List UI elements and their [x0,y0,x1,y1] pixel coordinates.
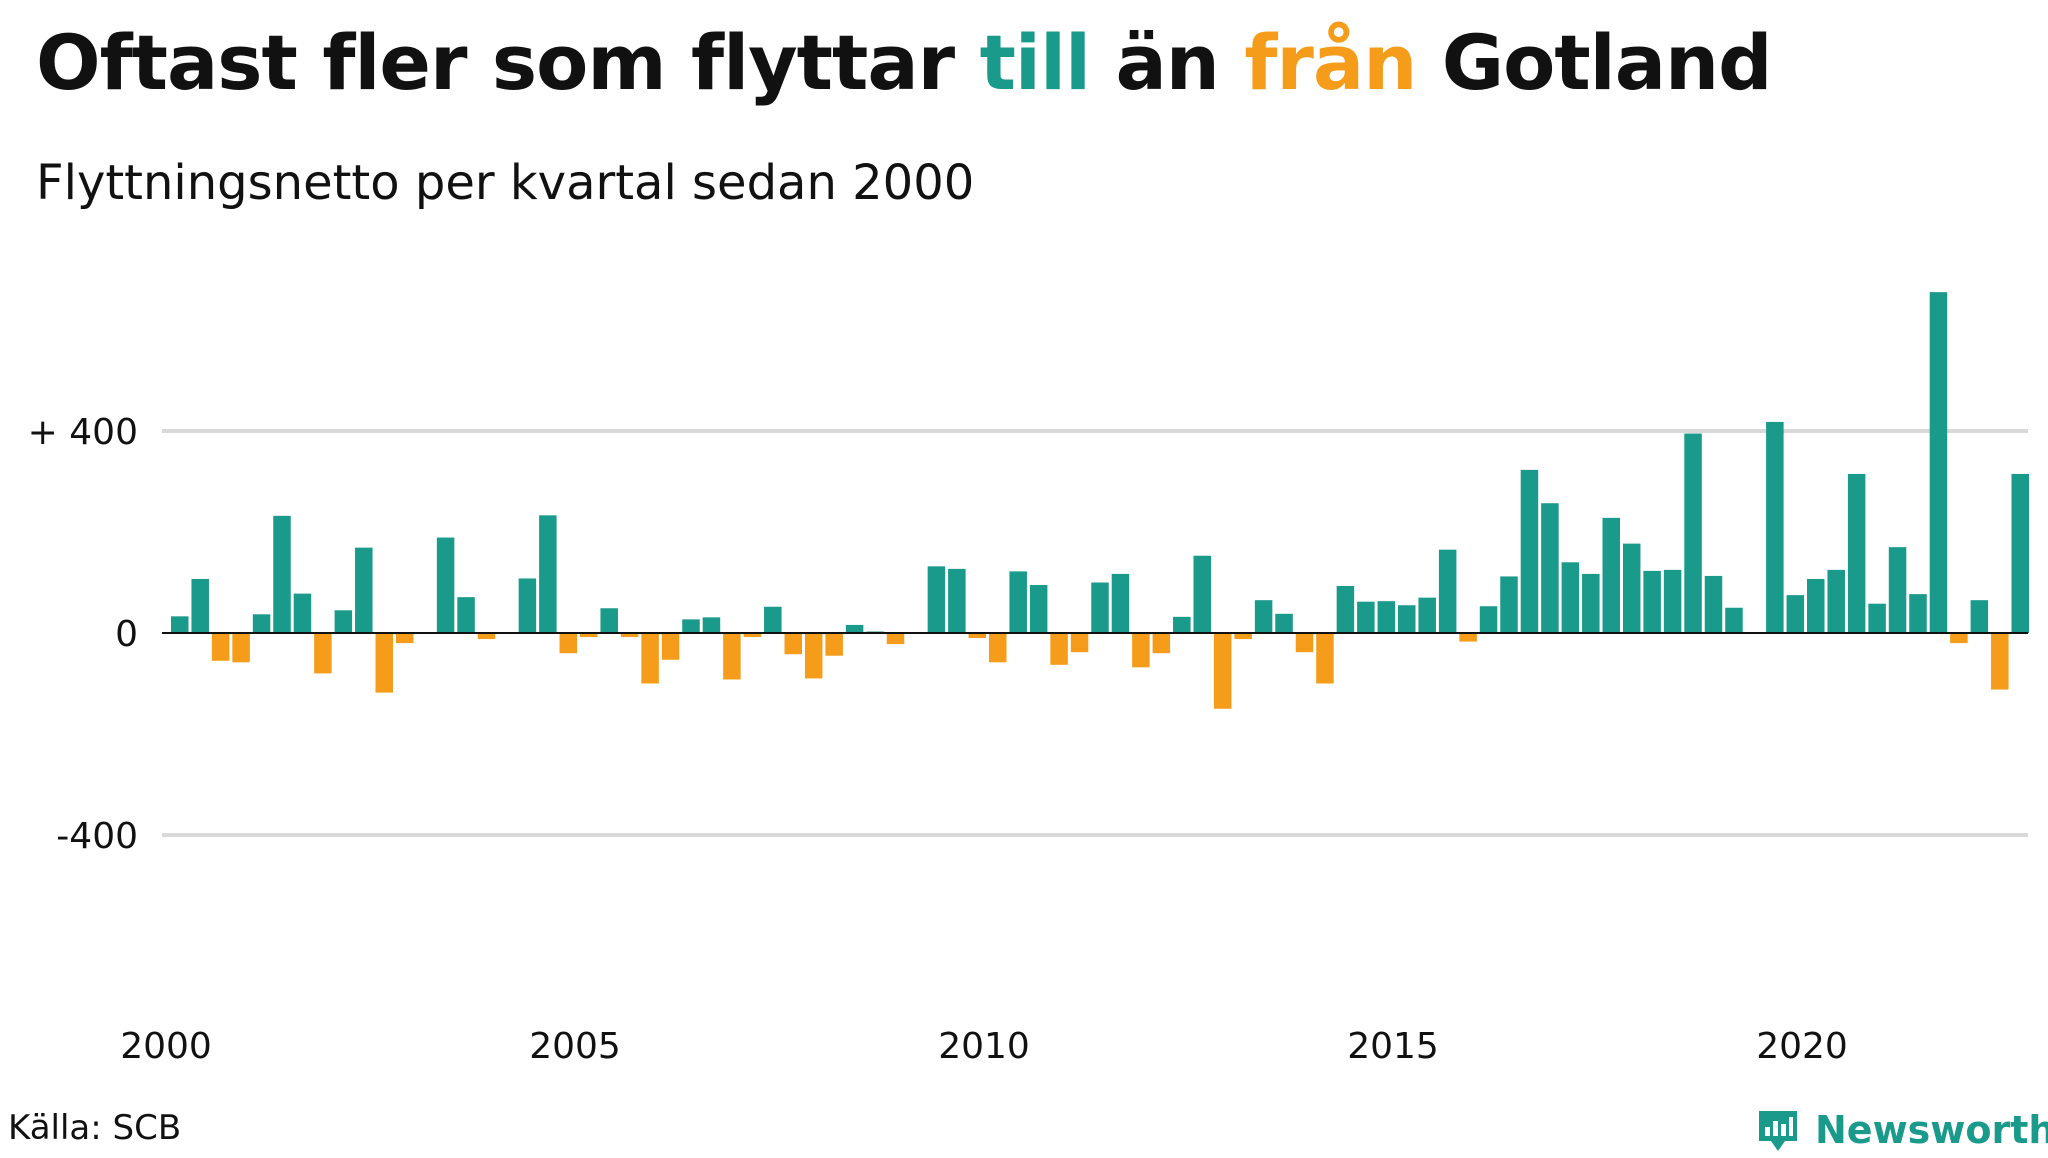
bar: 2006K3: 31 [703,617,721,633]
brand-name: Newsworthy [1815,1108,2048,1152]
y-tick-label: -400 [56,816,138,857]
bar: 2014K2: 93 [1337,586,1355,633]
bar: 2006K2: 27 [682,619,700,633]
bar: 2020K4: 58 [1868,604,1886,633]
bar: 2020K2: 125 [1827,570,1845,633]
bar: 2018K1: 123 [1643,571,1661,633]
bar: 2002K4: -20 [396,633,414,643]
bar: 2022K2: -112 [1991,633,2009,690]
bar: 2003K3: 71 [457,597,475,633]
bar: 2001K4: -80 [314,633,332,673]
bar: 2004K4: -40 [560,633,578,653]
bar: 2002K2: 169 [355,548,373,633]
y-tick-label: 0 [115,614,138,655]
bar: 2014K1: -100 [1316,633,1334,684]
x-axis-ticks: 2000 2005 2010 2015 2020 [120,1026,1848,1067]
bar: 2008K4: -22 [887,633,905,644]
bar: 2013K2: 65 [1255,600,1273,633]
bar: 2017K4: 177 [1623,544,1641,633]
bar: 2020K3: 315 [1848,474,1866,633]
bar: 2015K1: 55 [1398,605,1416,633]
bar: 2022K1: 65 [1971,600,1989,633]
bar: 2019K1: 50 [1725,608,1743,633]
bars-layer: 2000K1: 332000K2: 1072000K3: -552000K4: … [171,292,2029,709]
bar: 2008K1: -45 [825,633,843,656]
brand-logo: Newsworthy [1755,1102,2048,1158]
bar: 2018K2: 125 [1664,570,1682,633]
bar: 2015K4: -17 [1459,633,1477,642]
bar: 2000K4: -58 [232,633,250,662]
bar: 2001K1: 37 [253,614,270,633]
x-tick-label: 2020 [1756,1026,1848,1067]
bar: 2004K2: 108 [519,578,537,633]
bar: 2015K3: 165 [1439,550,1457,633]
bar: 2018K4: 113 [1705,576,1723,633]
bar: 2008K2: 16 [846,625,864,633]
bar: 2017K3: 228 [1603,518,1621,633]
bar: 2007K2: 52 [764,607,782,633]
bar: 2017K1: 140 [1562,562,1580,633]
bar: 2010K4: -63 [1050,633,1068,665]
bar: 2001K2: 232 [273,516,291,633]
bar: 2011K2: 100 [1091,583,1109,634]
bar: 2007K3: -42 [785,633,803,654]
bar: 2004K3: 233 [539,515,557,633]
bar: 2000K3: -55 [212,633,230,661]
bar: 2000K2: 107 [191,579,209,633]
bar: 2002K3: -118 [376,633,394,693]
y-tick-label: + 400 [28,412,138,453]
bar: 2021K3: 675 [1930,292,1948,633]
bar: 2012K1: -40 [1153,633,1171,653]
bar: 2017K2: 117 [1582,574,1600,633]
bar: 2013K4: -38 [1296,633,1314,652]
newsworthy-logo-icon [1755,1107,1801,1153]
bar: 2016K2: 112 [1500,576,1518,633]
bar: 2014K3: 62 [1357,602,1375,633]
bar: 2016K3: 323 [1521,470,1539,633]
x-tick-label: 2010 [938,1026,1030,1067]
bar: 2018K3: 395 [1684,434,1702,633]
bar: 2009K3: 127 [948,569,966,633]
bar: 2019K4: 75 [1787,595,1805,633]
bar: 2006K4: -92 [723,633,741,679]
bar: 2010K3: 95 [1030,585,1048,633]
x-tick-label: 2005 [529,1026,621,1067]
bar: 2007K4: -90 [805,633,823,678]
bar: 2014K4: 63 [1378,601,1396,633]
bar: 2021K1: 170 [1889,547,1907,633]
bar: 2019K3: 418 [1766,422,1784,633]
x-tick-label: 2015 [1347,1026,1439,1067]
bar: 2020K1: 107 [1807,579,1825,633]
bar: 2021K4: -20 [1950,633,1968,643]
source-note: Källa: SCB [8,1108,181,1148]
bar: 2012K2: 32 [1173,617,1191,633]
bar: 2003K2: 189 [437,538,455,633]
bar: 2009K2: 132 [928,566,946,633]
bar: 2011K4: -68 [1132,633,1150,667]
bar: 2001K3: 78 [294,594,312,633]
bar: 2002K1: 45 [335,610,353,633]
bar: 2005K2: 49 [600,608,618,633]
bar: 2013K3: 38 [1275,614,1293,633]
bar: 2012K3: 153 [1194,556,1212,633]
bar: 2021K2: 77 [1909,594,1927,633]
bar: 2006K1: -53 [662,633,680,660]
x-tick-label: 2000 [120,1026,212,1067]
bar: 2010K2: 122 [1009,571,1026,633]
bar: 2022K3: 315 [2012,474,2030,633]
bar: 2010K1: -58 [989,633,1007,662]
bar: 2012K4: -150 [1214,633,1232,709]
bar: 2005K4: -100 [641,633,659,684]
bar: 2016K4: 257 [1541,503,1559,633]
bar: 2016K1: 53 [1480,606,1498,633]
bar: 2011K1: -38 [1071,633,1089,652]
bar: 2011K3: 117 [1112,574,1130,633]
bar: 2015K2: 70 [1418,598,1436,633]
bar: 2000K1: 33 [171,616,189,633]
y-axis-ticks: + 400 0 -400 [28,412,138,857]
